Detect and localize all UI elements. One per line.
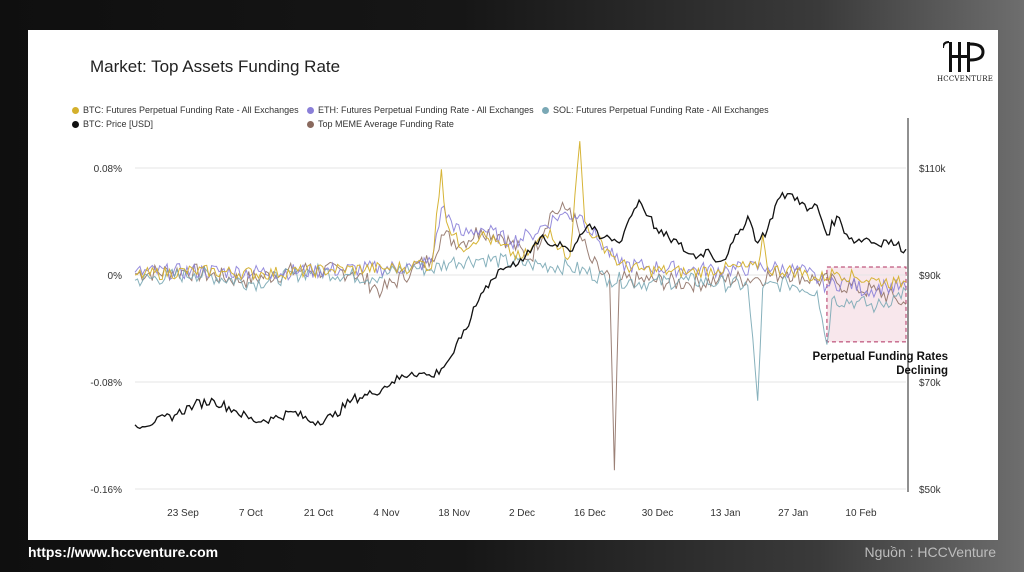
series-btc-price-line: [134, 191, 907, 430]
legend-item-btc-funding: BTC: Futures Perpetual Funding Rate - Al…: [72, 105, 299, 115]
legend-item-meme-funding: Top MEME Average Funding Rate: [307, 119, 454, 129]
hccventure-logo: HCCVENTURE: [936, 40, 994, 84]
x-tick-label: 10 Feb: [845, 508, 877, 519]
annotation-line-2: Declining: [896, 365, 948, 377]
y-left-tick-label: 0.08%: [94, 164, 122, 175]
legend-label: SOL: Futures Perpetual Funding Rate - Al…: [553, 105, 769, 115]
x-tick-label: 4 Nov: [373, 508, 399, 519]
series-btc-funding-line: [134, 141, 907, 289]
legend-swatch: [72, 106, 79, 114]
footer-source: Nguồn : HCCVenture: [864, 544, 996, 560]
legend-item-btc-price: BTC: Price [USD]: [72, 119, 153, 129]
legend-item-sol-funding: SOL: Futures Perpetual Funding Rate - Al…: [542, 105, 769, 115]
annotation-text: Perpetual Funding Rates Declining: [798, 350, 948, 378]
legend-label: BTC: Futures Perpetual Funding Rate - Al…: [83, 105, 299, 115]
footer-url-link[interactable]: https://www.hccventure.com: [28, 544, 219, 560]
chart-card: Market: Top Assets Funding Rate BTC: Fut…: [28, 30, 998, 540]
x-tick-label: 23 Sep: [167, 508, 199, 519]
y-right-tick-label: $50k: [919, 485, 942, 496]
logo-text: HCCVENTURE: [936, 75, 994, 83]
legend-item-eth-funding: ETH: Futures Perpetual Funding Rate - Al…: [307, 105, 534, 115]
x-tick-label: 18 Nov: [438, 508, 470, 519]
x-tick-label: 27 Jan: [778, 508, 808, 519]
x-tick-label: 21 Oct: [304, 508, 334, 519]
x-tick-label: 30 Dec: [642, 508, 674, 519]
legend-label: BTC: Price [USD]: [83, 119, 154, 129]
chart-title: Market: Top Assets Funding Rate: [90, 57, 341, 76]
legend-swatch: [307, 106, 314, 114]
legend-swatch: [542, 106, 549, 114]
y-left-tick-label: -0.08%: [90, 378, 122, 389]
y-left-tick-label: -0.16%: [90, 485, 122, 496]
legend-swatch: [307, 120, 314, 128]
y-right-tick-label: $110k: [919, 164, 947, 175]
legend-swatch: [72, 120, 79, 128]
y-left-tick-label: 0%: [108, 271, 123, 282]
series-meme-funding-line: [135, 201, 907, 471]
x-tick-label: 13 Jan: [710, 508, 740, 519]
x-tick-label: 2 Dec: [509, 508, 535, 519]
x-tick-label: 7 Oct: [239, 508, 263, 519]
legend-label: Top MEME Average Funding Rate: [318, 119, 454, 129]
logo-mark-icon: [943, 41, 985, 72]
annotation-line-1: Perpetual Funding Rates: [812, 351, 948, 363]
y-right-tick-label: $70k: [919, 378, 942, 389]
chart-plot: 0.08% 0% -0.08% -0.16% $110k $90k $70k $50k 23 S…: [90, 118, 947, 519]
x-tick-label: 16 Dec: [574, 508, 606, 519]
y-right-tick-label: $90k: [919, 271, 942, 282]
legend-label: ETH: Futures Perpetual Funding Rate - Al…: [318, 105, 534, 115]
